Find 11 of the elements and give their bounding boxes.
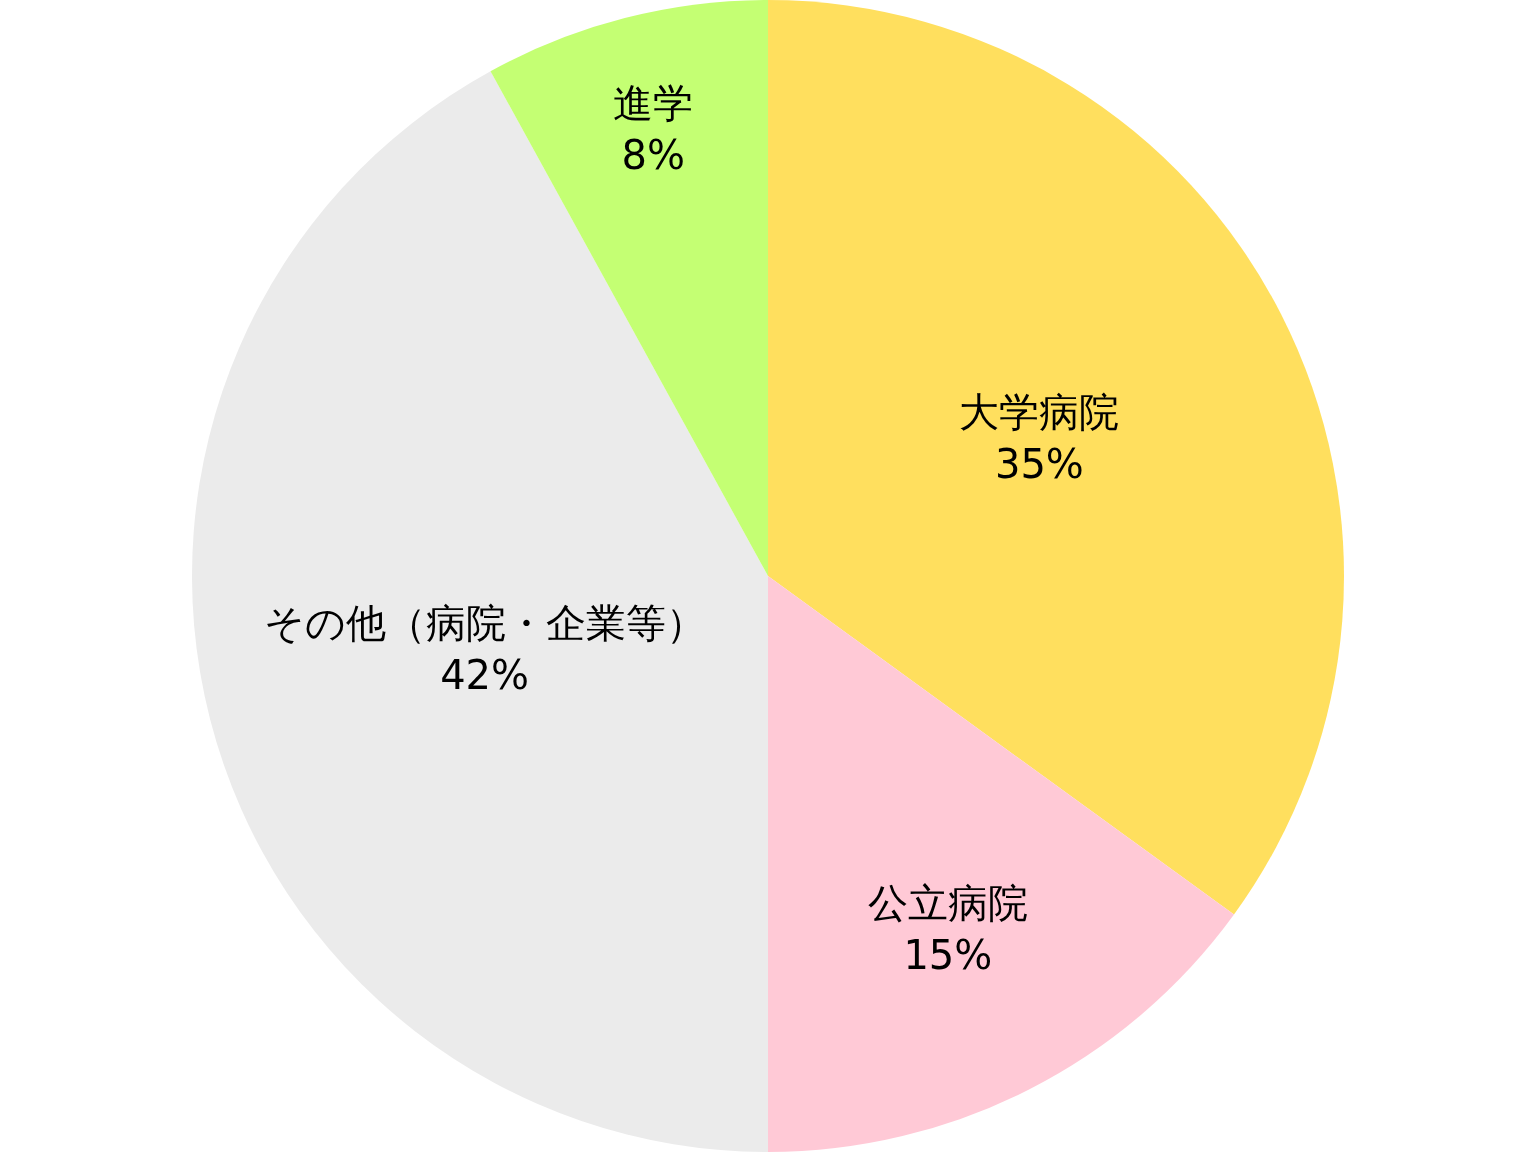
data-label: 35% [994,440,1084,487]
pie-slice [193,71,768,1152]
data-label: 8% [621,132,686,179]
slice-label: 公立病院 [867,879,1028,926]
pie-slice [768,576,1234,1152]
data-label: 15% [903,931,993,978]
data-label: 42% [440,651,530,698]
slice-label: 進学 [613,80,694,127]
pie-slice [490,0,768,576]
slice-label: その他（病院・企業等） [263,599,706,646]
slice-label: 大学病院 [959,388,1120,435]
